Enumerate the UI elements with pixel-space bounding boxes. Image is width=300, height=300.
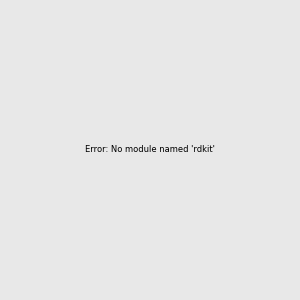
Text: Error: No module named 'rdkit': Error: No module named 'rdkit'	[85, 146, 215, 154]
